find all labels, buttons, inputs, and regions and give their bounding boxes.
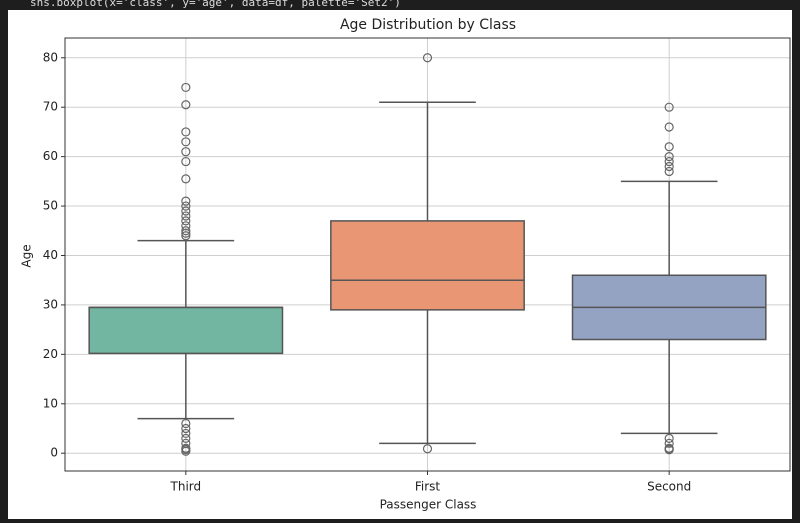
outlier bbox=[181, 137, 191, 147]
outlier bbox=[664, 152, 674, 162]
outlier bbox=[664, 166, 674, 177]
outlier bbox=[181, 446, 191, 456]
outlier bbox=[664, 433, 674, 443]
y-tick-label: 30 bbox=[43, 297, 58, 311]
outlier bbox=[181, 100, 191, 110]
box bbox=[88, 306, 284, 355]
outlier bbox=[664, 102, 674, 112]
outlier bbox=[181, 211, 191, 221]
outlier bbox=[664, 445, 674, 455]
outlier bbox=[181, 201, 191, 211]
outlier bbox=[664, 122, 674, 132]
outlier bbox=[422, 53, 433, 63]
outlier bbox=[181, 206, 191, 216]
outlier bbox=[181, 423, 191, 434]
outlier bbox=[181, 418, 191, 429]
chart-title: Age Distribution by Class bbox=[340, 17, 516, 33]
outlier bbox=[181, 428, 191, 439]
outlier bbox=[181, 82, 191, 93]
outlier bbox=[664, 161, 674, 172]
x-tick-label: Second bbox=[647, 480, 691, 494]
code-line: sns.boxplot(x='class', y='age', data=df,… bbox=[30, 0, 401, 9]
x-axis-label: Passenger Class bbox=[380, 498, 477, 512]
y-tick-label: 40 bbox=[43, 248, 58, 262]
x-tick-label: First bbox=[415, 480, 441, 494]
outlier bbox=[181, 228, 191, 238]
outlier bbox=[181, 226, 191, 236]
outlier bbox=[181, 196, 191, 206]
x-tick-label: Third bbox=[170, 480, 202, 494]
outlier bbox=[664, 438, 674, 448]
box bbox=[330, 220, 525, 311]
outlier bbox=[181, 231, 191, 241]
outlier bbox=[181, 433, 191, 443]
y-axis-label: Age bbox=[20, 244, 34, 267]
y-tick-label: 70 bbox=[43, 100, 58, 114]
y-tick-label: 50 bbox=[43, 199, 58, 213]
outlier bbox=[181, 147, 191, 157]
y-tick-label: 0 bbox=[50, 446, 58, 460]
plot-area: 0 10 20 30 40 50 60 70 80 Third First Second bbox=[43, 37, 791, 494]
outlier bbox=[181, 174, 191, 184]
y-tick-label: 60 bbox=[43, 149, 58, 163]
axes-frame bbox=[64, 37, 791, 472]
outlier bbox=[181, 127, 191, 137]
outlier bbox=[664, 142, 674, 152]
y-tick-label: 80 bbox=[43, 50, 58, 64]
outlier bbox=[181, 156, 191, 167]
outlier bbox=[422, 444, 433, 454]
y-tick-label: 10 bbox=[43, 396, 58, 410]
y-tick-label: 20 bbox=[43, 347, 58, 361]
outlier bbox=[664, 156, 674, 167]
outlier bbox=[181, 216, 191, 226]
